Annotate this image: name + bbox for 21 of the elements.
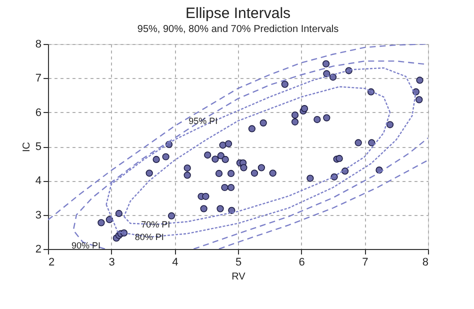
y-tick-label: 4 [35, 175, 42, 188]
annotation: 80% PI [134, 232, 164, 242]
y-tick-label: 8 [35, 38, 42, 50]
y-tick-label: 6 [35, 106, 42, 119]
y-tick-label: 5 [35, 141, 42, 153]
annotation: 95% PI [188, 116, 218, 126]
x-tick-label: 5 [235, 256, 242, 268]
chart-title: Ellipse Intervals [185, 5, 291, 22]
x-tick-label: 3 [108, 256, 115, 268]
y-tick-label: 2 [35, 244, 42, 256]
y-axis-title: IC [21, 142, 32, 152]
annotation: 90% PI [71, 240, 101, 251]
x-tick-label: 7 [362, 256, 368, 268]
x-tick-label: 2 [48, 256, 55, 268]
chart-subtitle: 95%, 90%, 80% and 70% Prediction Intervals [137, 24, 339, 35]
x-tick-label: 8 [422, 256, 428, 268]
y-tick-label: 3 [35, 209, 42, 222]
x-axis-title: RV [232, 272, 246, 282]
x-tick-label: 6 [298, 256, 305, 268]
x-tick-label: 4 [172, 256, 178, 268]
y-tick-label: 7 [35, 72, 42, 85]
